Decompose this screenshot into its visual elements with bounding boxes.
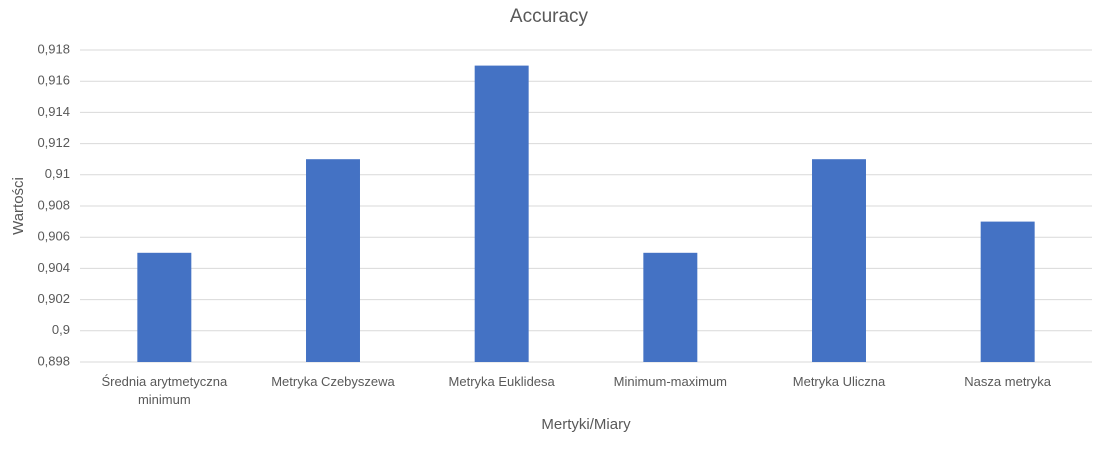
y-tick-label: 0,9	[52, 322, 70, 337]
bar	[474, 65, 529, 362]
x-tick-label: Minimum-maximum	[613, 374, 728, 389]
chart-title: Accuracy	[510, 6, 589, 27]
y-axis-label: Wartości	[10, 177, 27, 235]
bar	[812, 159, 866, 362]
y-tick-label: 0,912	[37, 135, 70, 150]
bar	[643, 252, 698, 362]
x-tick-label: Nasza metryka	[964, 374, 1051, 389]
x-axis-label: Mertyki/Miary	[541, 416, 631, 433]
bar	[306, 159, 360, 362]
x-tick-label: Metryka Czebyszewa	[271, 374, 395, 389]
y-tick-label: 0,916	[37, 73, 70, 88]
y-tick-label: 0,914	[37, 104, 70, 119]
bar	[980, 221, 1035, 362]
y-tick-label: 0,908	[37, 197, 70, 212]
x-tick-label: Metryka Uliczna	[792, 374, 886, 389]
y-tick-label: 0,918	[37, 41, 70, 56]
y-tick-label: 0,91	[45, 166, 70, 181]
y-tick-label: 0,906	[37, 229, 70, 244]
x-tick-label: Średnia arytmetyczna minimum	[101, 374, 228, 407]
y-tick-label: 0,904	[37, 260, 70, 275]
y-tick-label: 0,898	[37, 353, 70, 368]
y-tick-label: 0,902	[37, 291, 70, 306]
bar	[137, 252, 192, 362]
x-tick-label: Metryka Euklidesa	[448, 374, 555, 389]
